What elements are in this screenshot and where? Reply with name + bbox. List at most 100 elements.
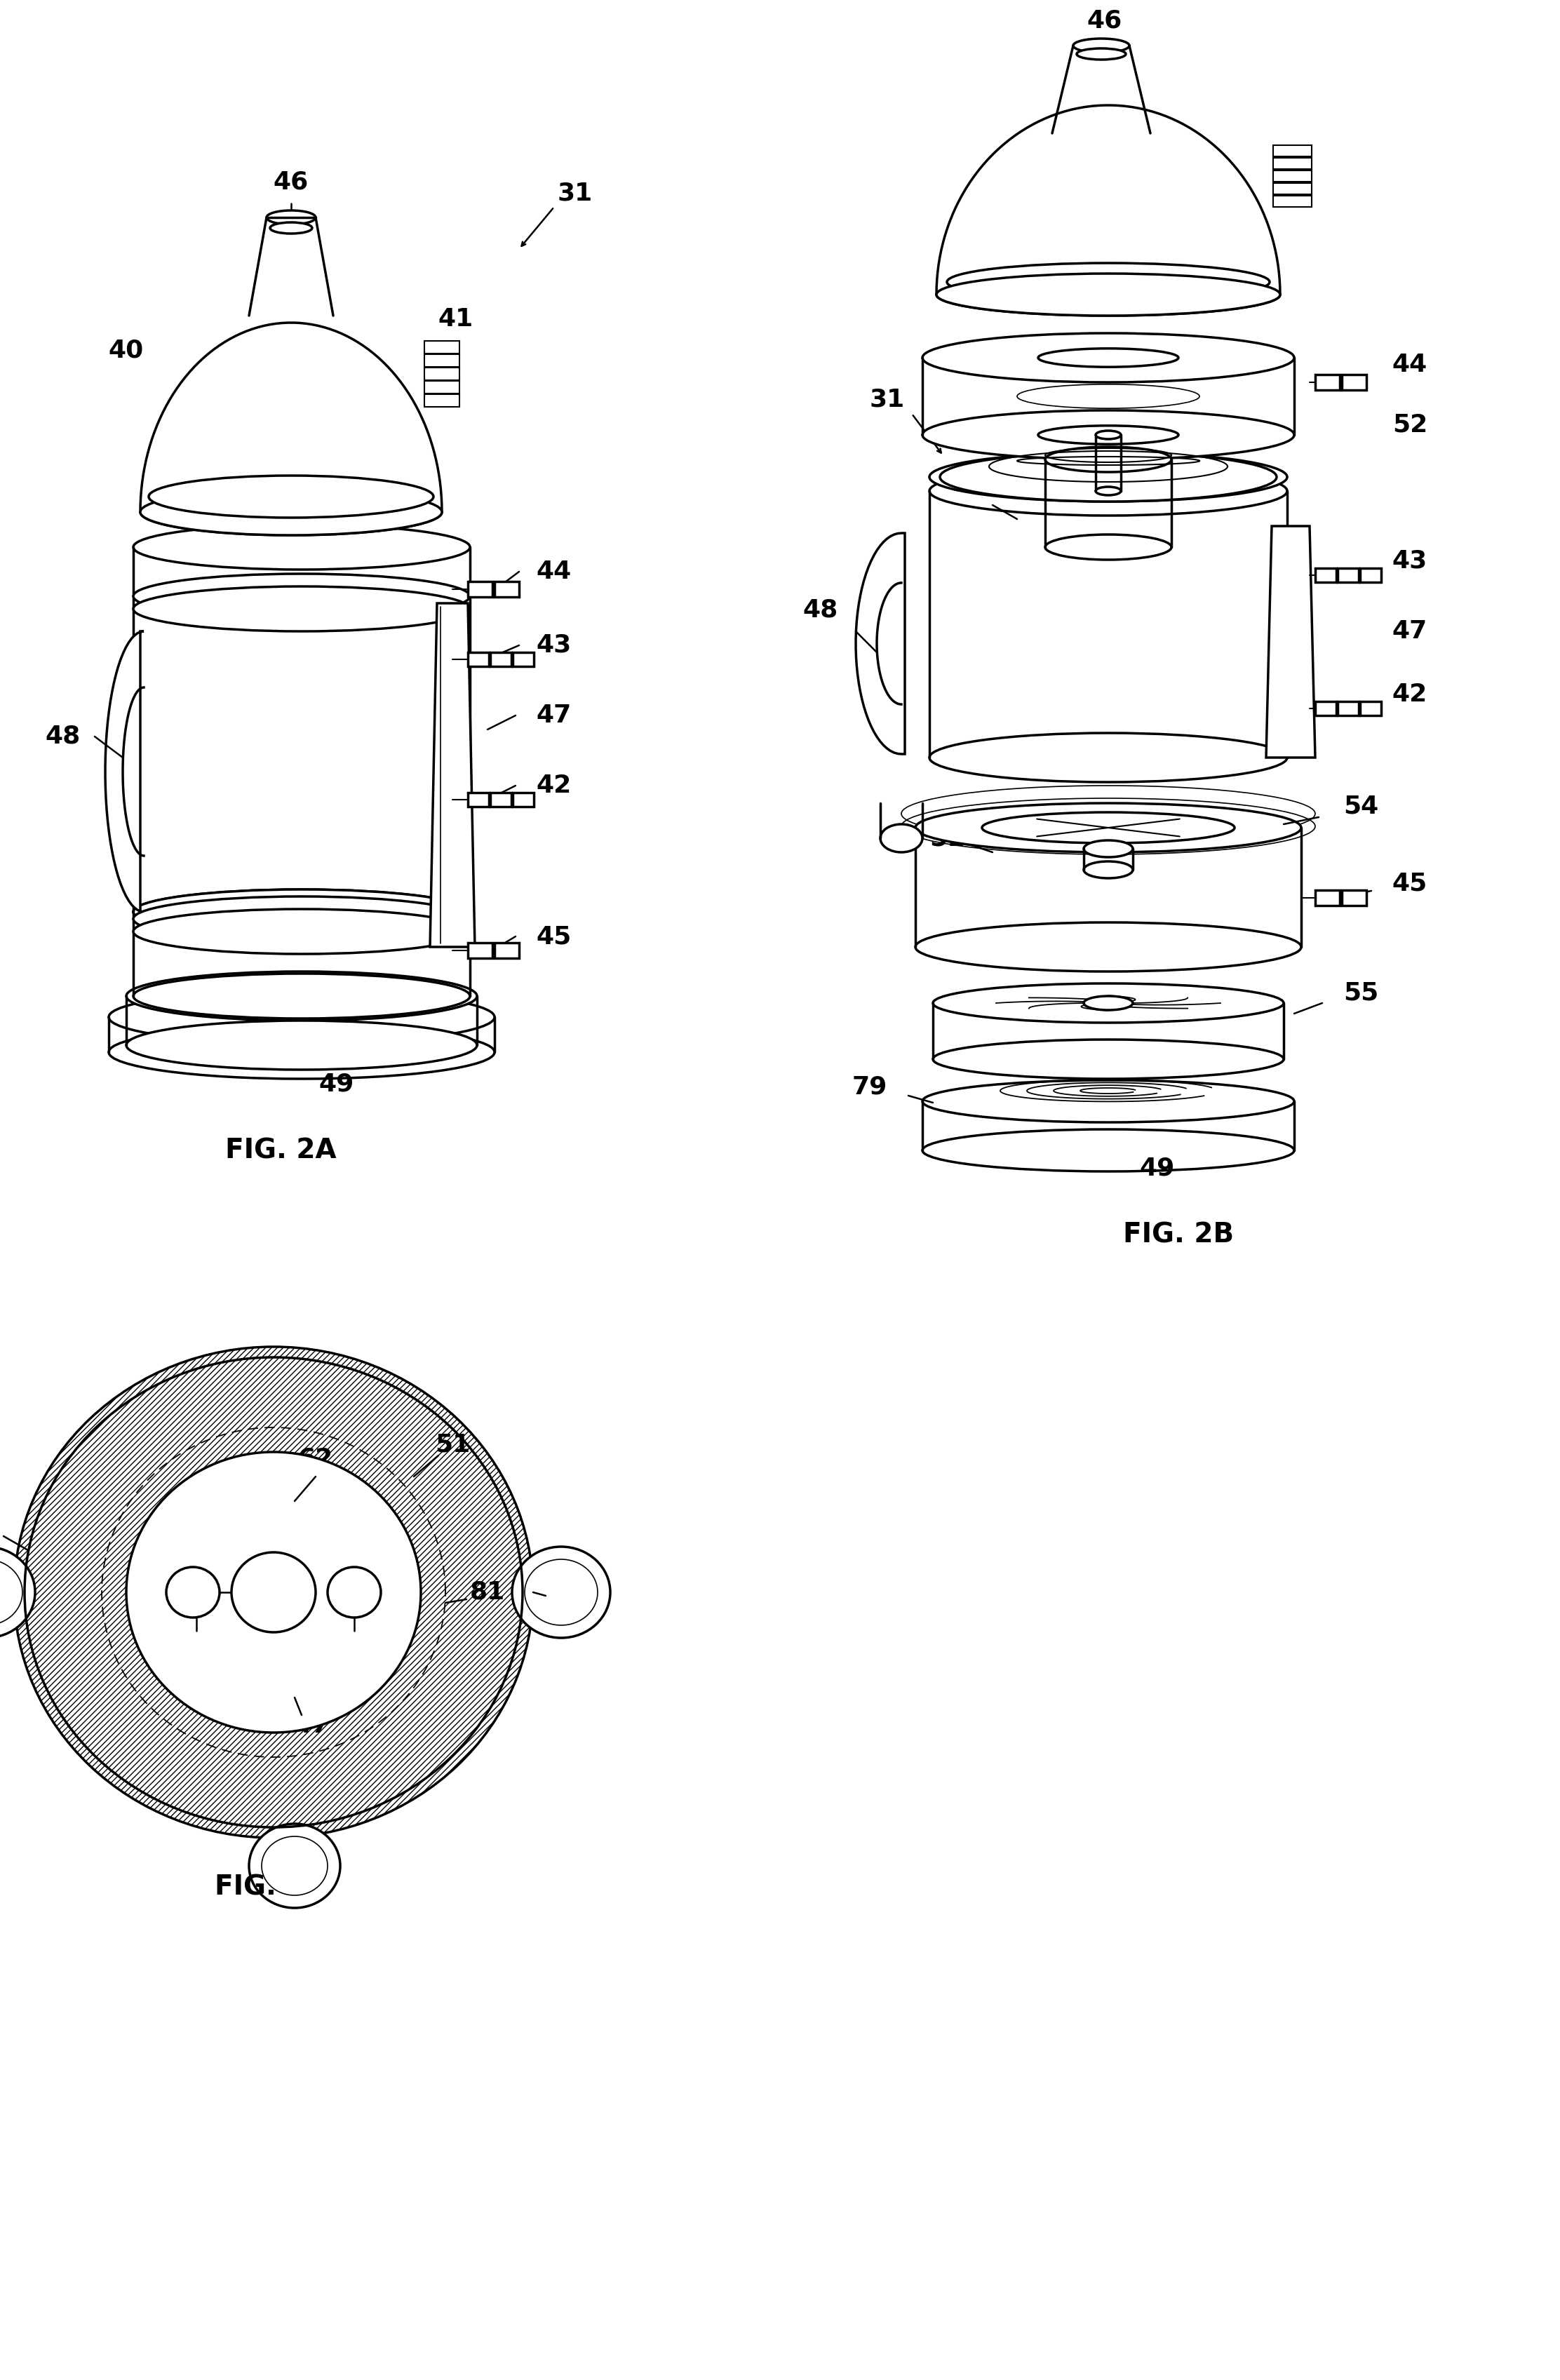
- Bar: [1337, 702, 1359, 716]
- Bar: [424, 367, 460, 381]
- Ellipse shape: [524, 1559, 597, 1626]
- Text: 48: 48: [803, 597, 838, 621]
- Ellipse shape: [262, 1837, 328, 1894]
- Bar: [1342, 890, 1367, 904]
- Bar: [468, 793, 488, 807]
- Ellipse shape: [1037, 426, 1178, 445]
- Ellipse shape: [109, 1026, 495, 1078]
- Ellipse shape: [933, 1040, 1284, 1078]
- Text: 31: 31: [869, 388, 905, 412]
- Bar: [490, 652, 512, 666]
- Ellipse shape: [231, 1552, 315, 1633]
- Ellipse shape: [880, 823, 922, 852]
- Bar: [490, 793, 512, 807]
- Ellipse shape: [133, 585, 470, 631]
- Ellipse shape: [930, 733, 1287, 783]
- Text: 54: 54: [1343, 795, 1379, 819]
- Text: 47: 47: [537, 704, 573, 728]
- Ellipse shape: [126, 1021, 477, 1069]
- Ellipse shape: [1084, 997, 1133, 1009]
- Text: 55: 55: [1343, 981, 1379, 1004]
- Text: 49: 49: [1140, 1157, 1175, 1180]
- Bar: [513, 793, 534, 807]
- Text: 80: 80: [179, 1630, 214, 1654]
- Bar: [1273, 183, 1312, 195]
- Text: 49: 49: [320, 1071, 354, 1095]
- Ellipse shape: [140, 488, 441, 536]
- Text: 42: 42: [1392, 683, 1427, 707]
- Text: 48: 48: [45, 724, 81, 747]
- Bar: [468, 581, 493, 597]
- Ellipse shape: [1084, 840, 1133, 857]
- Ellipse shape: [133, 890, 470, 935]
- Ellipse shape: [947, 264, 1270, 300]
- Ellipse shape: [930, 452, 1287, 502]
- Ellipse shape: [270, 221, 312, 233]
- Ellipse shape: [916, 802, 1301, 852]
- Ellipse shape: [512, 1547, 610, 1637]
- Text: 47: 47: [1392, 619, 1427, 643]
- Text: 43: 43: [1392, 550, 1427, 574]
- Bar: [513, 652, 534, 666]
- Ellipse shape: [1045, 447, 1172, 471]
- Text: 46: 46: [1087, 10, 1122, 33]
- Polygon shape: [1267, 526, 1315, 757]
- Ellipse shape: [267, 209, 315, 224]
- Ellipse shape: [1084, 862, 1133, 878]
- Text: 31: 31: [557, 181, 593, 205]
- Ellipse shape: [133, 574, 470, 619]
- Text: 62: 62: [298, 1447, 334, 1471]
- Text: 47: 47: [295, 1714, 329, 1737]
- Bar: [424, 395, 460, 407]
- Bar: [1315, 702, 1337, 716]
- Text: 45: 45: [537, 923, 573, 947]
- Ellipse shape: [0, 1547, 34, 1637]
- Ellipse shape: [916, 923, 1301, 971]
- Polygon shape: [936, 105, 1281, 317]
- Ellipse shape: [133, 524, 470, 569]
- Polygon shape: [140, 324, 441, 536]
- Text: 56: 56: [950, 471, 986, 495]
- Text: 40: 40: [109, 338, 144, 362]
- Ellipse shape: [922, 333, 1295, 383]
- Ellipse shape: [133, 890, 470, 935]
- Bar: [1337, 569, 1359, 583]
- Ellipse shape: [167, 1566, 220, 1618]
- Ellipse shape: [133, 973, 470, 1019]
- Bar: [424, 355, 460, 367]
- Text: FIG. 4: FIG. 4: [215, 1873, 304, 1899]
- Ellipse shape: [922, 1130, 1295, 1171]
- Text: 79: 79: [852, 1076, 888, 1100]
- Bar: [1273, 157, 1312, 169]
- Text: 52: 52: [1392, 412, 1427, 436]
- Text: 41: 41: [1276, 167, 1312, 190]
- Text: 44: 44: [1392, 352, 1427, 376]
- Bar: [1315, 890, 1340, 904]
- Text: 81: 81: [470, 1580, 505, 1604]
- Text: 51: 51: [930, 826, 964, 850]
- Bar: [1273, 195, 1312, 207]
- Ellipse shape: [1095, 431, 1122, 438]
- Ellipse shape: [14, 1347, 534, 1837]
- Bar: [1315, 569, 1337, 583]
- Bar: [1273, 145, 1312, 157]
- Ellipse shape: [133, 909, 470, 954]
- Text: FIG. 2B: FIG. 2B: [1123, 1221, 1234, 1247]
- Ellipse shape: [1095, 488, 1122, 495]
- Text: 46: 46: [273, 171, 309, 195]
- Ellipse shape: [922, 409, 1295, 459]
- Ellipse shape: [148, 476, 434, 519]
- Ellipse shape: [922, 1081, 1295, 1123]
- Bar: [495, 942, 519, 959]
- Bar: [1342, 374, 1367, 390]
- Bar: [1360, 702, 1381, 716]
- Ellipse shape: [1045, 536, 1172, 559]
- Ellipse shape: [1037, 347, 1178, 367]
- Ellipse shape: [936, 274, 1281, 317]
- Polygon shape: [856, 533, 905, 754]
- Ellipse shape: [126, 971, 477, 1021]
- Ellipse shape: [109, 990, 495, 1045]
- Polygon shape: [105, 631, 144, 912]
- Bar: [468, 942, 493, 959]
- Polygon shape: [431, 602, 474, 947]
